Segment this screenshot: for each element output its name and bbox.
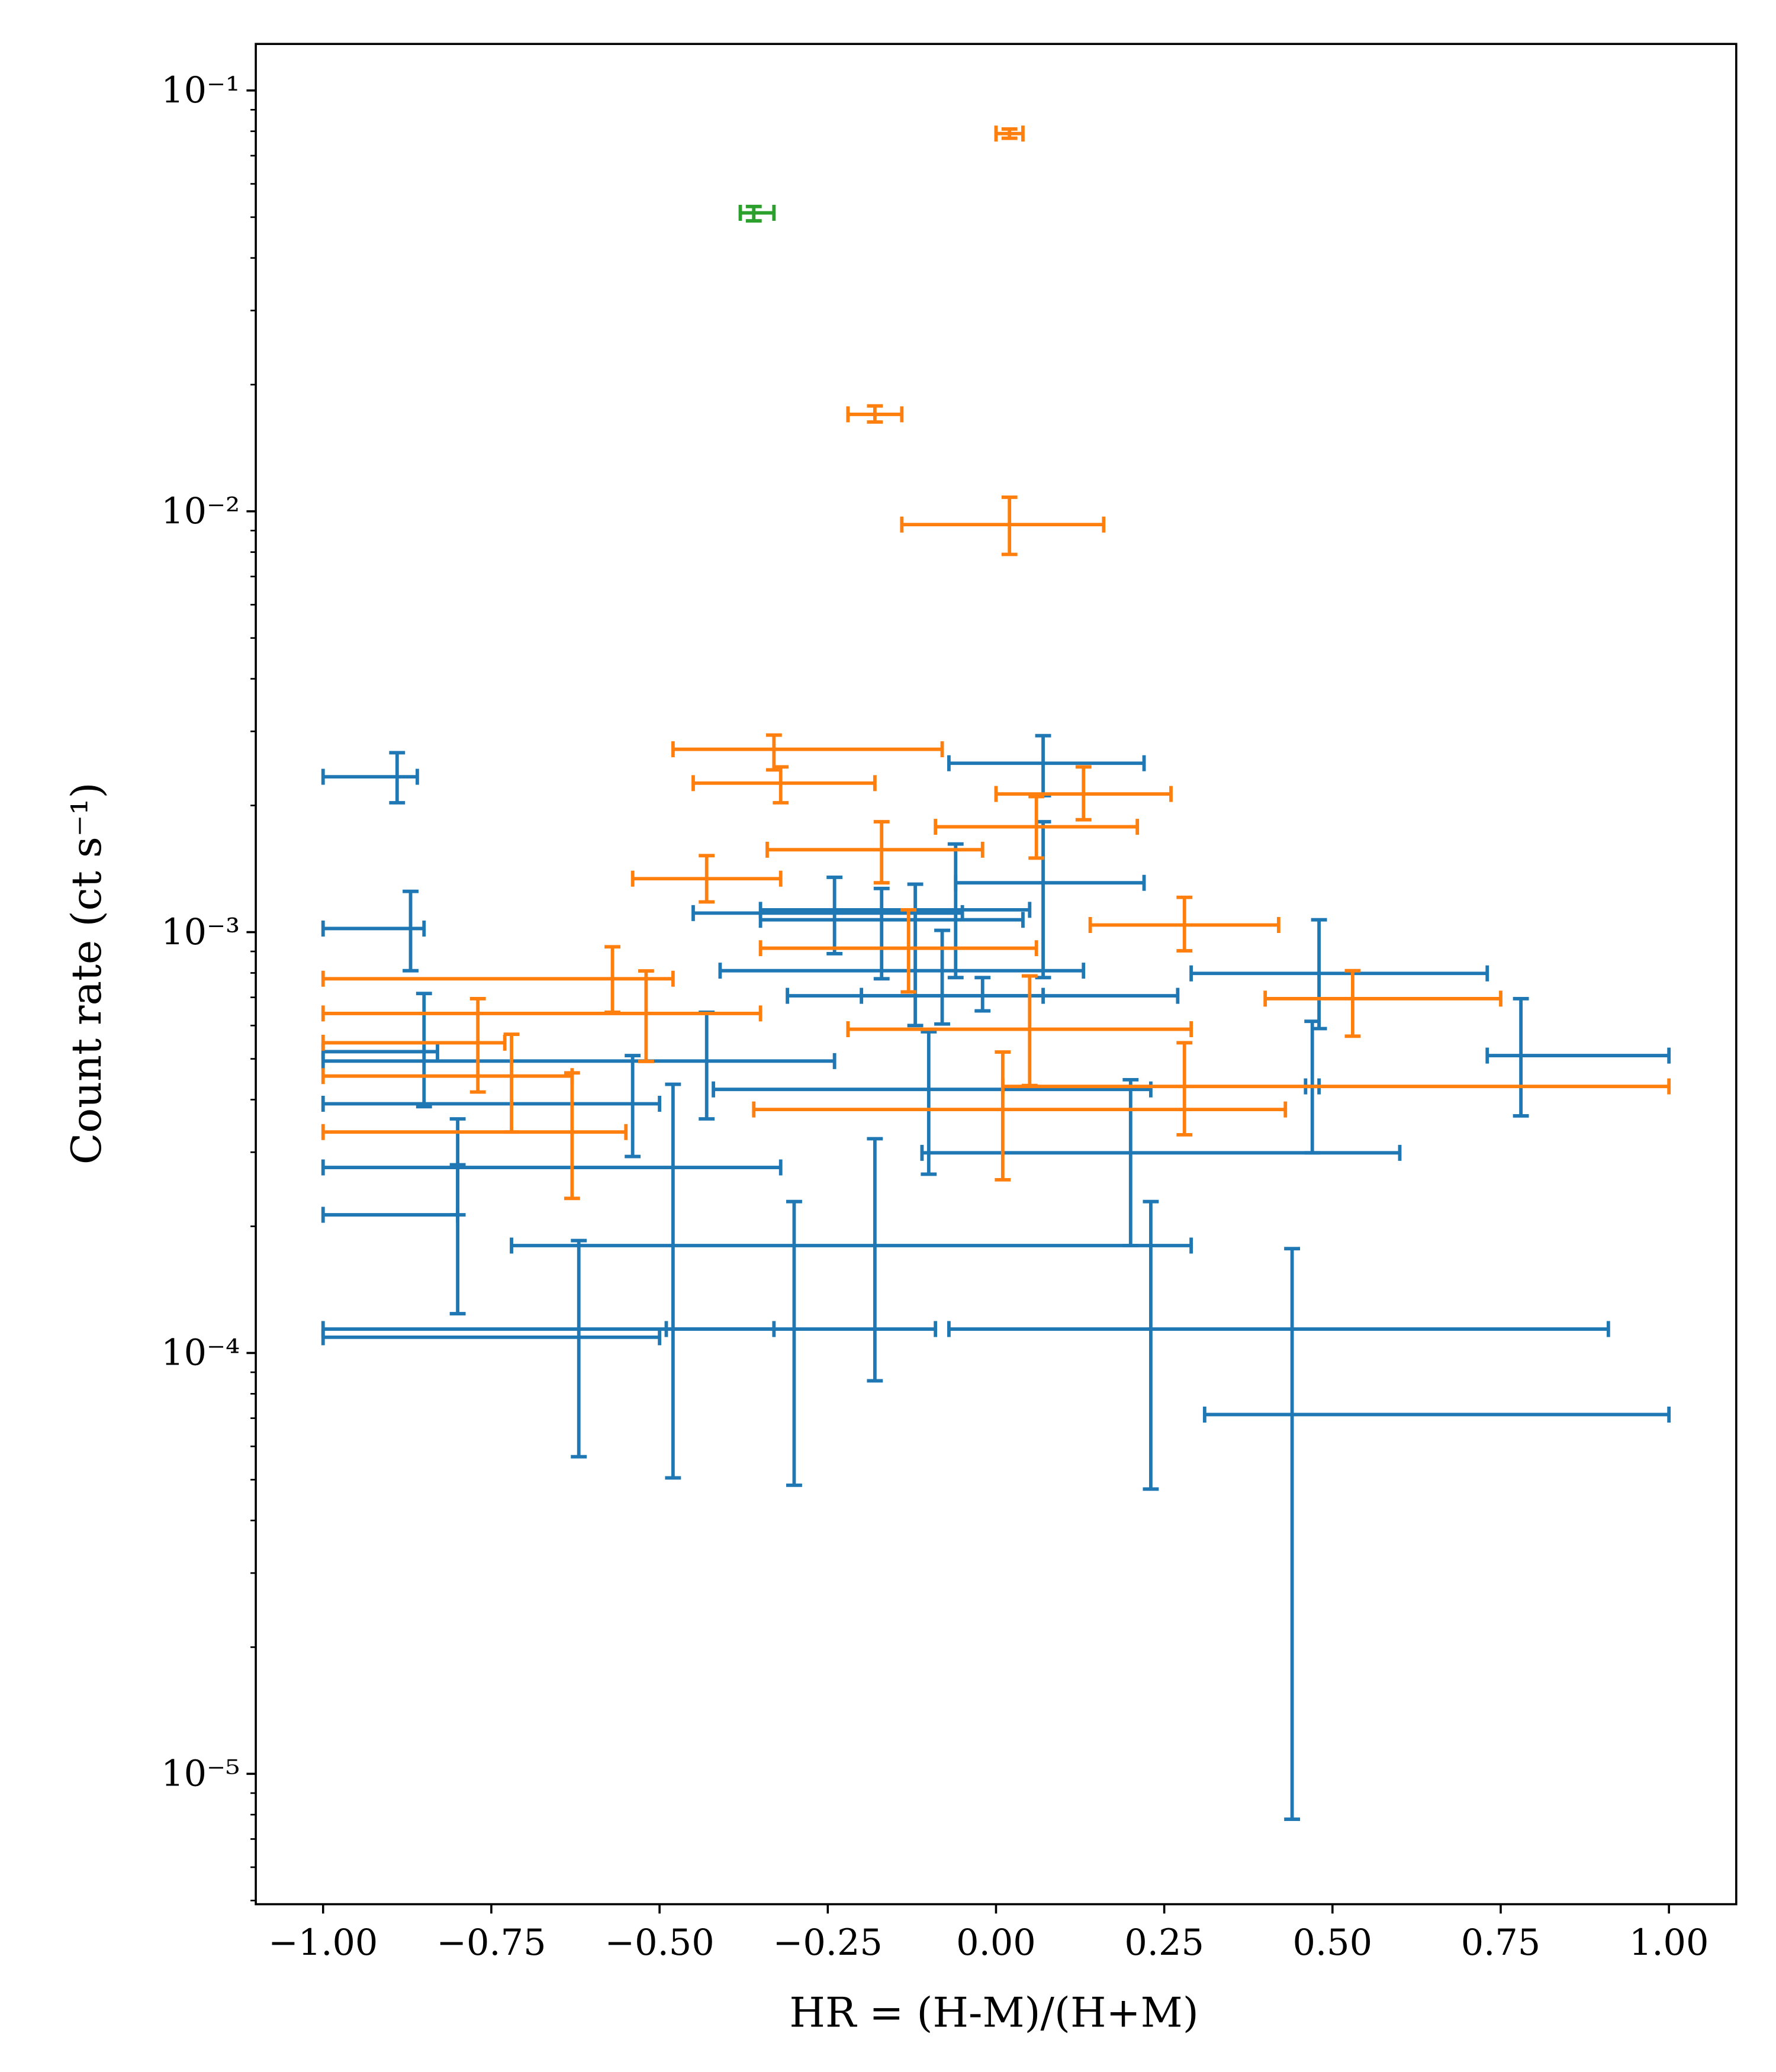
y-error-bar xyxy=(1176,1041,1193,1137)
x-error-bar xyxy=(321,1053,836,1069)
y-error-bar xyxy=(449,1163,466,1315)
x-error-bar xyxy=(321,1034,507,1051)
y-error-bar xyxy=(1075,765,1092,822)
x-tick-label: 0.00 xyxy=(956,1922,1036,1964)
y-error-bar xyxy=(1122,1077,1139,1247)
y-error-bar xyxy=(947,842,964,980)
x-tick-label: 0.50 xyxy=(1293,1922,1373,1964)
y-error-bar xyxy=(564,1071,580,1201)
y-tick-label: 10⁻² xyxy=(161,491,240,532)
y-error-bar xyxy=(934,928,950,1026)
y-tick-label: 10⁻⁴ xyxy=(161,1333,240,1374)
x-error-bar xyxy=(1485,1047,1671,1064)
y-error-bar xyxy=(1344,969,1361,1038)
x-error-bar xyxy=(1189,965,1489,982)
y-error-bar xyxy=(699,854,715,904)
x-error-bar xyxy=(321,1096,662,1112)
x-error-bar xyxy=(947,755,1146,771)
x-tick-label: −0.75 xyxy=(436,1922,546,1964)
y-error-bar xyxy=(873,820,890,885)
x-error-bar xyxy=(758,940,1038,957)
y-error-bar xyxy=(665,1082,681,1480)
y-tick-label: 10⁻³ xyxy=(161,912,240,953)
y-error-bar xyxy=(921,1029,937,1176)
y-error-bar xyxy=(995,1050,1011,1182)
x-error-bar xyxy=(752,1101,1288,1118)
x-error-bar xyxy=(321,920,426,937)
y-error-bar xyxy=(826,876,843,955)
x-error-bar xyxy=(846,1021,1193,1038)
x-tick-label: −1.00 xyxy=(268,1922,378,1964)
y-error-bar xyxy=(1513,997,1529,1118)
y-error-bar xyxy=(389,751,406,805)
plot-frame xyxy=(255,43,1738,1906)
y-error-bar xyxy=(786,1199,802,1487)
y-error-bar xyxy=(873,886,890,981)
y-error-bar xyxy=(1176,895,1193,953)
x-error-bar xyxy=(510,1237,1193,1254)
y-error-bar xyxy=(867,1137,883,1383)
x-error-bar xyxy=(321,768,419,785)
y-error-bar xyxy=(403,889,419,973)
x-tick-label: 0.25 xyxy=(1124,1922,1204,1964)
x-tick-label: 1.00 xyxy=(1629,1922,1709,1964)
x-error-bar xyxy=(738,205,776,221)
x-error-bar xyxy=(1263,990,1502,1007)
x-error-bar xyxy=(664,1321,938,1337)
y-error-bar xyxy=(571,1238,587,1459)
y-tick-label: 10⁻¹ xyxy=(161,70,240,111)
y-error-bar xyxy=(867,404,883,424)
x-axis-label: HR = (H-M)/(H+M) xyxy=(789,1989,1198,2036)
x-error-bar xyxy=(860,987,1045,1004)
x-error-bar xyxy=(765,841,984,858)
y-error-bar xyxy=(974,976,991,1013)
y-error-bar xyxy=(1028,794,1045,860)
x-error-bar xyxy=(671,741,944,758)
x-error-bar xyxy=(1202,1406,1671,1423)
y-tick-label: 10⁻⁵ xyxy=(161,1753,240,1794)
x-error-bar xyxy=(947,1321,1610,1337)
y-error-bar xyxy=(745,204,762,223)
x-tick-label: −0.50 xyxy=(605,1922,715,1964)
y-error-bar xyxy=(1001,127,1018,140)
x-error-bar xyxy=(712,1081,1153,1098)
y-error-bar xyxy=(900,908,917,994)
y-error-bar xyxy=(625,1054,641,1159)
x-error-bar xyxy=(691,775,877,792)
x-error-bar xyxy=(321,1329,662,1346)
y-error-bar xyxy=(773,765,789,805)
x-tick-label: −0.25 xyxy=(773,1922,883,1964)
y-error-bar xyxy=(1143,1199,1159,1491)
y-error-bar xyxy=(638,969,654,1063)
x-error-bar xyxy=(758,902,1032,918)
x-error-bar xyxy=(321,1159,783,1176)
y-error-bar xyxy=(1284,1247,1301,1821)
y-axis-label: Count rate (ct s⁻¹) xyxy=(63,782,111,1164)
x-error-bar xyxy=(321,970,675,987)
x-error-bar xyxy=(900,516,1106,533)
x-error-bar xyxy=(1000,1078,1671,1095)
y-error-bar xyxy=(1001,496,1018,556)
x-tick-label: 0.75 xyxy=(1461,1922,1541,1964)
x-error-bar xyxy=(321,1005,762,1022)
y-error-bar xyxy=(907,882,924,1028)
x-error-bar xyxy=(321,1124,628,1140)
x-error-bar xyxy=(718,963,1086,979)
